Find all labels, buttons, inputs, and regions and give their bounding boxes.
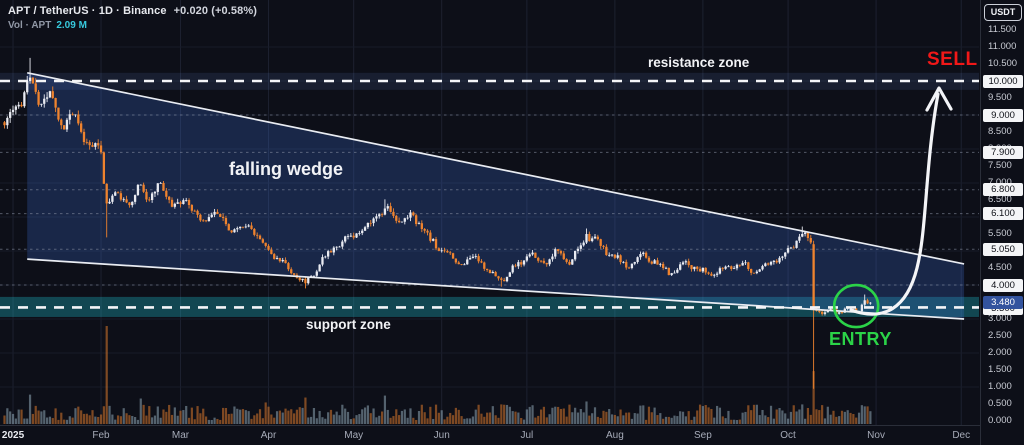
price-tick: 1.000 bbox=[988, 381, 1012, 392]
price-tick: 3.000 bbox=[988, 313, 1012, 324]
price-change: +0.020 (+0.58%) bbox=[173, 5, 258, 17]
price-tick: 2.500 bbox=[988, 330, 1012, 341]
price-tick: 7.500 bbox=[988, 160, 1012, 171]
price-tick: 2.000 bbox=[988, 347, 1012, 358]
price-tick: 10.500 bbox=[988, 58, 1018, 69]
time-tick: Oct bbox=[780, 430, 796, 441]
falling-wedge-fill bbox=[27, 72, 965, 319]
price-tick: 5.500 bbox=[988, 228, 1012, 239]
price-axis[interactable]: USDT 11.500 11.000 10.500 10.000 9.500 9.000 8… bbox=[980, 0, 1024, 445]
price-tick: 11.000 bbox=[988, 41, 1017, 52]
level-price-label: 10.000 bbox=[983, 74, 1023, 88]
time-tick: Aug bbox=[605, 430, 624, 441]
entry-circle bbox=[832, 283, 880, 329]
price-tick: 8.500 bbox=[988, 126, 1012, 137]
support-zone-label: support zone bbox=[306, 317, 391, 332]
currency-toggle-button[interactable]: USDT bbox=[984, 4, 1022, 21]
price-tick: 11.500 bbox=[988, 24, 1017, 35]
legend-volume-row: Vol · APT 2.09 M bbox=[8, 20, 257, 31]
price-tick: 9.500 bbox=[988, 92, 1012, 103]
projection-arrow bbox=[849, 86, 953, 316]
time-tick: 2025 bbox=[1, 430, 25, 441]
symbol-title[interactable]: APT / TetherUS · 1D · Binance bbox=[8, 5, 167, 17]
time-tick: Dec bbox=[952, 430, 971, 441]
price-tick: 0.000 bbox=[988, 415, 1012, 426]
time-tick: Nov bbox=[867, 430, 885, 441]
zone-dashed-lines bbox=[0, 79, 979, 309]
time-tick: Feb bbox=[92, 430, 110, 441]
level-price-label: 6.800 bbox=[983, 183, 1023, 197]
time-axis[interactable]: 2025 Feb Mar Apr May Jun Jul Aug Sep Oct Nov Dec bbox=[0, 425, 980, 445]
falling-wedge-label: falling wedge bbox=[229, 159, 344, 179]
level-price-label: 6.100 bbox=[983, 207, 1023, 221]
entry-label: ENTRY bbox=[829, 329, 892, 349]
volume-bars bbox=[3, 326, 872, 424]
resistance-zone-label: resistance zone bbox=[648, 55, 750, 70]
chart-legend: APT / TetherUS · 1D · Binance +0.020 (+0.… bbox=[8, 5, 257, 31]
time-tick: Mar bbox=[171, 430, 190, 441]
price-tick: 7.000 bbox=[981, 177, 1024, 188]
time-tick: Apr bbox=[260, 430, 277, 441]
legend-symbol-row: APT / TetherUS · 1D · Binance +0.020 (+0.… bbox=[8, 5, 257, 17]
falling-wedge-trendlines bbox=[27, 72, 965, 320]
price-tick: 6.500 bbox=[988, 194, 1012, 205]
price-tick: 1.500 bbox=[988, 364, 1012, 375]
level-price-label: 5.050 bbox=[983, 242, 1023, 256]
volume-value: 2.09 M bbox=[56, 20, 87, 31]
level-price-label: 9.000 bbox=[983, 108, 1023, 122]
sell-label: SELL bbox=[927, 49, 978, 70]
level-price-label: 7.900 bbox=[983, 145, 1023, 159]
time-tick: Sep bbox=[693, 430, 712, 441]
volume-study-label[interactable]: Vol · APT bbox=[8, 20, 52, 31]
last-price-label: 3.480 bbox=[983, 296, 1023, 310]
time-tick: May bbox=[344, 430, 364, 441]
time-tick: Jul bbox=[520, 430, 534, 441]
level-price-label: 4.000 bbox=[983, 278, 1023, 292]
time-tick: Jun bbox=[433, 430, 450, 441]
price-tick: 4.500 bbox=[988, 262, 1012, 273]
price-tick: 0.500 bbox=[988, 398, 1012, 409]
candlesticks bbox=[3, 57, 872, 389]
